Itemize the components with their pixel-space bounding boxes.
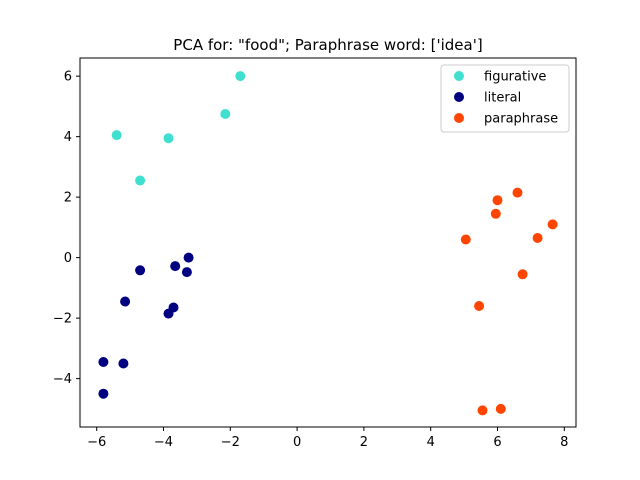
x-tick-label: −2 xyxy=(221,435,240,450)
paraphrase-point xyxy=(495,403,506,414)
figurative-point xyxy=(220,109,231,119)
paraphrase-point xyxy=(532,233,543,243)
figurative-point xyxy=(235,71,246,82)
literal-point xyxy=(170,261,181,272)
x-tick-label: 8 xyxy=(560,435,568,450)
literal-point xyxy=(118,358,129,369)
chart-title: PCA for: "food"; Paraphrase word: ['idea… xyxy=(173,36,482,54)
literal-point xyxy=(120,296,131,307)
y-tick-label: −2 xyxy=(53,312,72,327)
literal-point xyxy=(163,308,174,319)
figurative-point xyxy=(163,133,174,144)
x-tick-label: 4 xyxy=(427,435,435,450)
paraphrase-point xyxy=(512,187,523,198)
plot-frame xyxy=(79,57,577,428)
legend-label-figurative: figurative xyxy=(484,70,546,85)
x-tick-label: 2 xyxy=(360,435,368,450)
paraphrase-point xyxy=(517,269,528,280)
figurative-point xyxy=(135,175,146,186)
y-tick-label: 2 xyxy=(64,191,72,206)
paraphrase-point xyxy=(490,208,501,219)
legend-marker-paraphrase xyxy=(454,113,464,123)
y-tick-label: −4 xyxy=(53,372,72,387)
y-tick-label: 6 xyxy=(64,70,72,85)
paraphrase-point xyxy=(460,234,471,245)
axes-layer: −6 −4 −2 0 2 4 6 8 −4 −2 0 2 4 6 xyxy=(53,57,577,450)
paraphrase-point xyxy=(477,405,488,416)
legend-marker-literal xyxy=(454,92,464,102)
legend-label-literal: literal xyxy=(484,91,521,106)
x-tick-label: 0 xyxy=(293,435,301,450)
y-tick-label: 0 xyxy=(64,251,72,266)
literal-point xyxy=(181,267,192,278)
x-tick-label: 6 xyxy=(493,435,501,450)
x-tick-label: −4 xyxy=(154,435,173,450)
paraphrase-point xyxy=(547,219,558,230)
literal-point xyxy=(135,265,146,276)
literal-point xyxy=(98,388,109,399)
legend-marker-figurative xyxy=(454,71,464,81)
paraphrase-point xyxy=(474,301,485,311)
figurative-point xyxy=(111,130,122,141)
legend-label-paraphrase: paraphrase xyxy=(484,112,558,127)
legend-box xyxy=(440,64,570,133)
points-layer xyxy=(98,71,558,416)
literal-point xyxy=(183,252,194,263)
paraphrase-point xyxy=(492,195,503,206)
legend: figurative literal paraphrase xyxy=(440,64,570,133)
literal-point xyxy=(98,357,109,367)
y-tick-label: 4 xyxy=(64,130,72,145)
x-tick-label: −6 xyxy=(87,435,106,450)
